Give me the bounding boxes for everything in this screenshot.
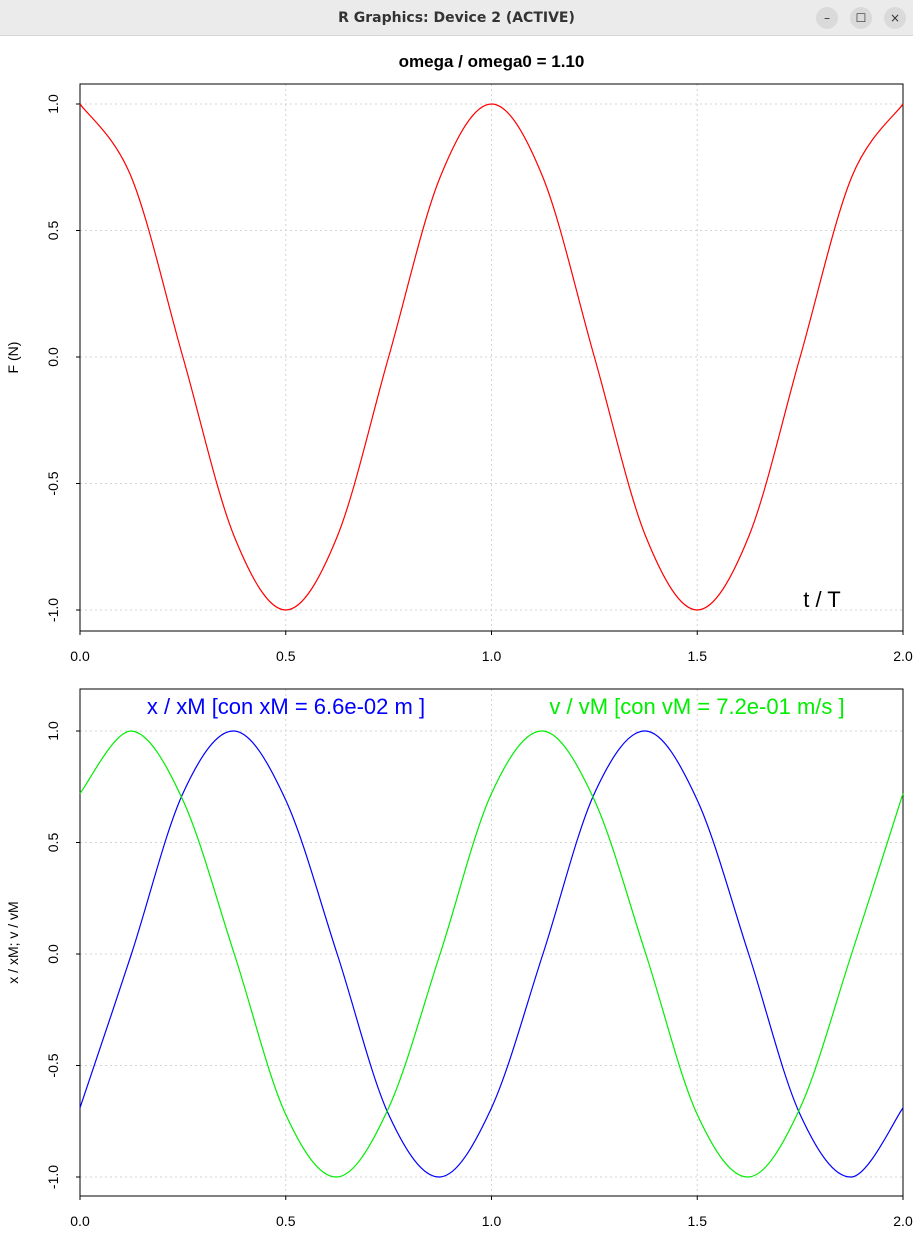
series-line — [79, 730, 904, 1178]
y-tick-label: 0.5 — [45, 833, 61, 853]
y-tick-label: -1.0 — [45, 598, 61, 622]
legend-entry: x / xM [con xM = 6.6e-02 m ] — [147, 694, 425, 719]
x-tick-label: 1.5 — [688, 648, 708, 664]
y-tick-label: 1.0 — [45, 721, 61, 741]
y-tick-label: 0.5 — [45, 221, 61, 241]
x-tick-label: 2.0 — [893, 648, 913, 664]
minimize-button[interactable]: – — [816, 7, 838, 29]
y-tick-label: -0.5 — [45, 471, 61, 495]
y-axis-label: x / xM; v / vM — [5, 901, 21, 983]
y-tick-label: 1.0 — [45, 94, 61, 114]
y-tick-label: 0.0 — [45, 347, 61, 367]
x-tick-label: 1.0 — [482, 648, 502, 664]
y-tick-label: -0.5 — [45, 1053, 61, 1077]
series-line — [79, 103, 904, 611]
series-line — [79, 730, 904, 1178]
close-button[interactable]: × — [884, 7, 906, 29]
x-tick-label: 0.0 — [70, 1213, 90, 1229]
x-tick-label: 2.0 — [893, 1213, 913, 1229]
x-tick-label: 0.5 — [276, 1213, 296, 1229]
x-tick-label: 0.5 — [276, 648, 296, 664]
x-tick-label: 0.0 — [70, 648, 90, 664]
y-tick-label: 0.0 — [45, 944, 61, 964]
annotation-label: t / T — [803, 587, 841, 612]
chart-title: omega / omega0 = 1.10 — [399, 52, 585, 71]
legend-entry: v / vM [con vM = 7.2e-01 m/s ] — [549, 694, 844, 719]
plot-canvas: 0.0 0.5 1.0 1.5 2.0 -1.0 -0.5 0.0 0.5 1.0 F (N) ome… — [5, 52, 913, 1229]
x-tick-label: 1.5 — [688, 1213, 708, 1229]
window-titlebar: R Graphics: Device 2 (ACTIVE) – ☐ × — [0, 0, 913, 36]
y-tick-label: -1.0 — [45, 1165, 61, 1189]
y-axis-label: F (N) — [5, 342, 21, 374]
x-tick-label: 1.0 — [482, 1213, 502, 1229]
maximize-button[interactable]: ☐ — [850, 7, 872, 29]
window-title: R Graphics: Device 2 (ACTIVE) — [338, 10, 575, 26]
